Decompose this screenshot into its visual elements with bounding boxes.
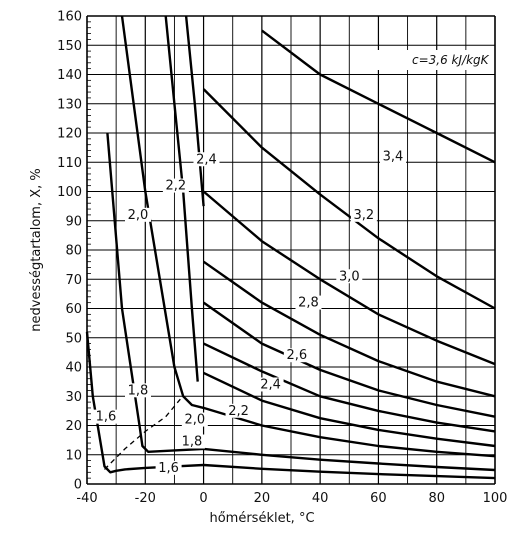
y-tick-label: 80 xyxy=(65,244,82,259)
curve-label: 2,2 xyxy=(228,404,249,419)
x-tick-label: 100 xyxy=(483,491,508,506)
y-tick-label: 120 xyxy=(57,127,82,142)
unfrozen-curve-line xyxy=(202,88,496,310)
curve-label-bg xyxy=(155,460,182,475)
x-tick-label: 20 xyxy=(254,491,271,506)
x-tick-label: 0 xyxy=(199,491,207,506)
y-tick-label: 150 xyxy=(57,39,82,54)
unfrozen-curve-line xyxy=(203,342,496,433)
curve-label: 1,6 xyxy=(158,461,179,476)
y-tick-label: 20 xyxy=(65,419,82,434)
curve-label: 2,4 xyxy=(260,377,281,392)
curve-label-bg xyxy=(295,295,322,310)
curve-label: 3,0 xyxy=(339,269,360,284)
annotation-label: c=3,6 kJ/kgK xyxy=(412,53,490,67)
unfrozen-curve-line xyxy=(203,463,496,480)
curve-label: 2,6 xyxy=(286,348,307,363)
y-tick-label: 30 xyxy=(65,390,82,405)
curve-label-bg xyxy=(380,149,406,164)
curve-label: 2,0 xyxy=(184,413,205,428)
y-tick-label: 100 xyxy=(57,185,82,200)
curve-label: 2,8 xyxy=(298,296,319,311)
x-tick-label: 80 xyxy=(428,491,445,506)
y-tick-label: 40 xyxy=(65,361,82,376)
curve-label-bg xyxy=(350,207,377,222)
curve-label-bg xyxy=(336,269,363,284)
unfrozen-curve-line xyxy=(261,29,496,164)
curve-label-bg xyxy=(193,152,220,167)
y-tick-label: 0 xyxy=(74,478,82,493)
curve-labels: 1,61,82,02,22,42,01,81,62,22,42,62,83,03… xyxy=(92,149,406,476)
curve-label-bg xyxy=(225,403,252,418)
dashed-boundary-line xyxy=(104,398,181,470)
curve-label-bg xyxy=(162,178,189,193)
y-tick-label: 70 xyxy=(65,273,82,288)
tick-labels: -40 -20 0 20 40 60 80 100 0 10 20 30 40 50 60 70 80 90 100… xyxy=(57,10,507,507)
curve-label-bg xyxy=(125,383,151,398)
curve-label: 2,4 xyxy=(196,152,217,167)
frozen-curve-line xyxy=(120,15,204,410)
y-tick-label: 160 xyxy=(57,10,82,25)
curve-label-bg xyxy=(257,377,284,392)
curve-label-bg xyxy=(178,434,205,449)
curve-label: 2,2 xyxy=(166,179,187,194)
frozen-curve-line xyxy=(164,15,199,382)
unfrozen-curve-line xyxy=(203,406,496,458)
x-axis-label: hőmérséklet, °C xyxy=(209,511,314,526)
x-tick-label: -40 xyxy=(76,491,97,506)
curve-label-bg xyxy=(283,348,310,363)
curve-label-bg xyxy=(92,409,119,424)
curves xyxy=(85,15,496,480)
curve-label: 3,2 xyxy=(354,208,375,223)
unfrozen-curve-line xyxy=(203,447,496,472)
y-tick-label: 50 xyxy=(65,331,82,346)
y-tick-label: 10 xyxy=(65,448,82,463)
curve-label: 3,4 xyxy=(383,149,404,164)
annotation-bg xyxy=(372,50,494,70)
frozen-curve-line xyxy=(184,15,205,207)
y-tick-label: 90 xyxy=(65,214,82,229)
y-tick-label: 60 xyxy=(65,302,82,317)
x-tick-label: -20 xyxy=(135,491,156,506)
y-axis-label: nedvességtartalom, X, % xyxy=(29,168,44,331)
unfrozen-curve-line xyxy=(202,301,496,418)
frozen-curve-line xyxy=(106,132,204,453)
curve-label-bg xyxy=(125,207,151,222)
x-tick-label: 60 xyxy=(370,491,387,506)
y-tick-label: 140 xyxy=(57,68,82,83)
curve-label: 1,8 xyxy=(182,435,203,450)
unfrozen-curve-line xyxy=(203,371,496,448)
curve-label: 1,6 xyxy=(96,410,117,425)
curve-label-bg xyxy=(181,412,208,427)
curve-label: 2,0 xyxy=(128,208,149,223)
y-tick-label: 130 xyxy=(57,97,82,112)
y-tick-label: 110 xyxy=(57,156,82,171)
grid xyxy=(86,15,496,485)
curve-label: 1,8 xyxy=(128,383,149,398)
unfrozen-curve-line xyxy=(202,190,496,366)
unfrozen-curve-line xyxy=(202,260,496,398)
x-tick-label: 40 xyxy=(312,491,329,506)
